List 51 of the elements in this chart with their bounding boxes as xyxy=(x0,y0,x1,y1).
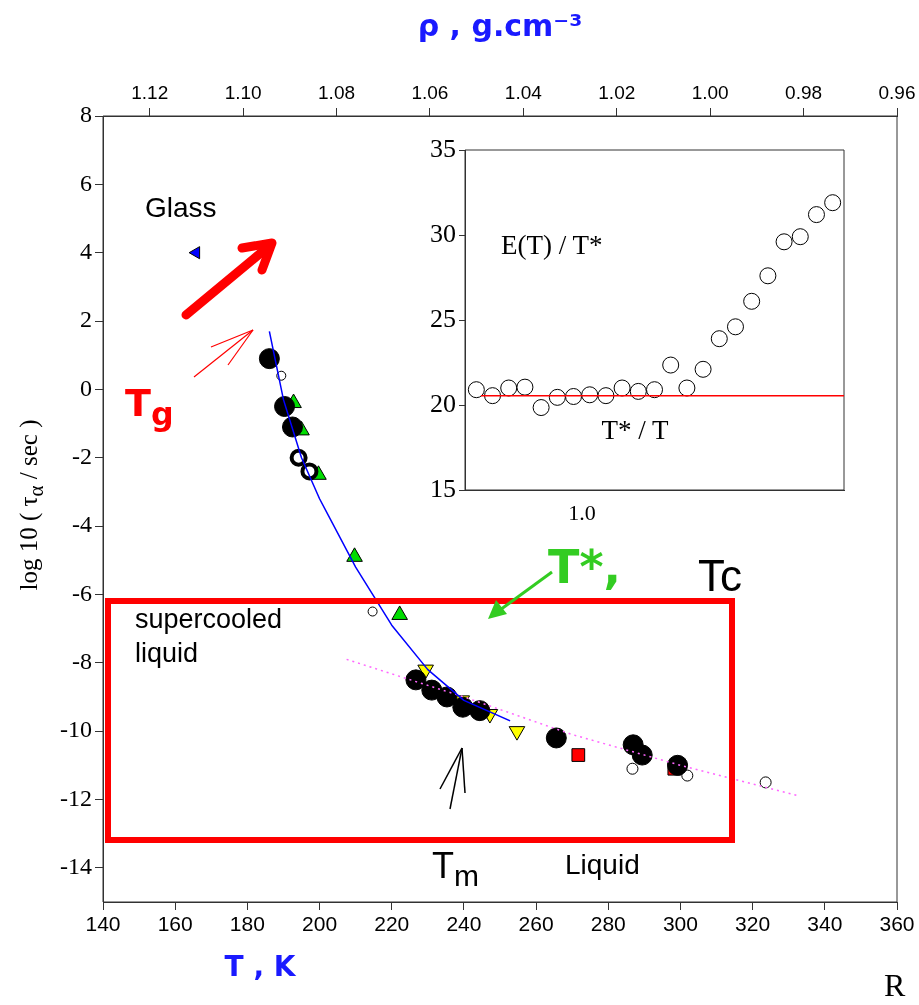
x-tick-label: 140 xyxy=(85,912,121,936)
x2-tick-label: 1.00 xyxy=(691,81,729,103)
annotation: T$_{g}$ xyxy=(125,381,174,432)
x-tick-label: 240 xyxy=(446,912,482,936)
x-tick-label: 340 xyxy=(807,912,843,936)
x2-tick-label: 1.08 xyxy=(318,81,356,103)
x-tick-label: 360 xyxy=(879,912,915,936)
x2-tick-label: 1.02 xyxy=(598,81,636,103)
y-tick-label: 25 xyxy=(430,303,456,333)
annotation: supercooled liquid xyxy=(135,603,284,670)
y-tick-label: -14 xyxy=(60,853,92,880)
annotation: 1.0 xyxy=(567,500,597,526)
annotation: T$_{m}$ xyxy=(432,845,479,893)
x-tick-label: 160 xyxy=(157,912,193,936)
y-tick-label: 6 xyxy=(80,169,92,196)
x2-tick-label: 0.96 xyxy=(878,81,916,103)
x-tick-label: 300 xyxy=(662,912,698,936)
y-tick-label: 0 xyxy=(80,374,92,401)
y-tick-label: 8 xyxy=(80,101,92,128)
y-tick-label: -4 xyxy=(72,511,92,538)
x-tick-label: 180 xyxy=(229,912,265,936)
x2-tick-label: 0.98 xyxy=(785,81,823,103)
y-tick-label: 35 xyxy=(430,133,456,163)
annotation: Liquid xyxy=(565,849,640,881)
x-tick-label: 220 xyxy=(374,912,410,936)
annotation: Glass xyxy=(145,192,217,224)
x2-axis-title: ρ , g.cm⁻³ xyxy=(416,8,584,43)
y-tick-label: -10 xyxy=(60,716,92,743)
y-tick-label: 15 xyxy=(430,473,456,503)
x-tick-label: 320 xyxy=(735,912,771,936)
annotation: Tc xyxy=(698,551,742,601)
y-tick-label: 4 xyxy=(80,237,92,264)
y-tick-label: -12 xyxy=(60,784,92,811)
y-tick-label: 2 xyxy=(80,306,92,333)
y-tick-label: 30 xyxy=(430,218,456,248)
y-tick-label: -2 xyxy=(72,443,92,470)
annotation: T*, xyxy=(548,540,621,594)
x-axis-title: T* / T xyxy=(600,415,670,446)
text: R xyxy=(884,967,906,1004)
y-tick-label: -8 xyxy=(72,648,92,675)
x2-tick-label: 1.06 xyxy=(411,81,449,103)
x-tick-label: 260 xyxy=(518,912,554,936)
x-tick-label: 200 xyxy=(302,912,338,936)
x2-tick-label: 1.12 xyxy=(131,81,169,103)
x-axis-title: T , K xyxy=(223,950,297,983)
x-tick-label: 280 xyxy=(590,912,626,936)
x2-tick-label: 1.10 xyxy=(224,81,262,103)
y-axis-title: E(T) / T* xyxy=(501,230,603,261)
x2-tick-label: 1.04 xyxy=(504,81,543,103)
y-tick-label: -6 xyxy=(72,579,92,606)
y-tick-label: 20 xyxy=(430,388,456,418)
